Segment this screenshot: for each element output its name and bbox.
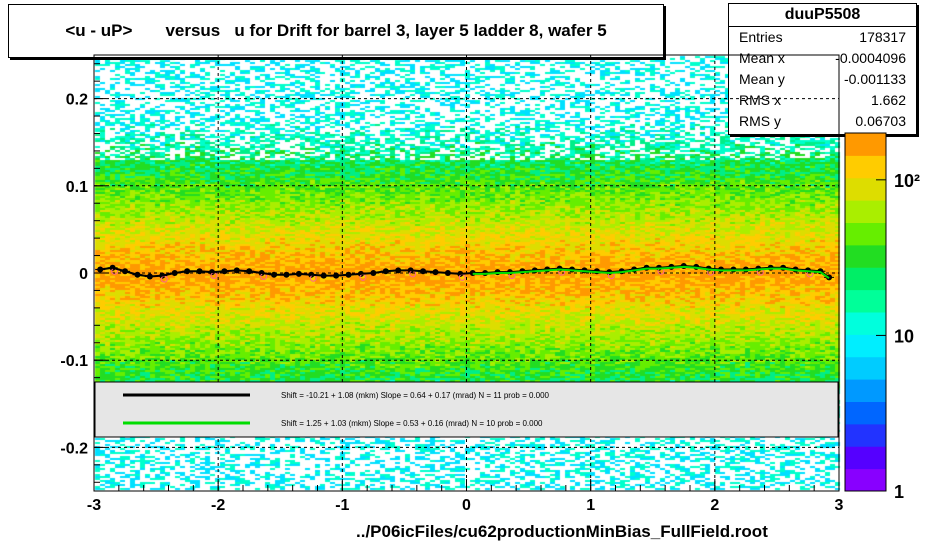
legend-box xyxy=(94,381,839,438)
x-tick-label: -3 xyxy=(87,497,101,514)
stats-value: 0.06703 xyxy=(855,113,906,129)
fit-line-green xyxy=(472,265,830,280)
color-scale-band xyxy=(845,356,886,380)
stats-value: -0.001133 xyxy=(843,71,906,87)
stats-label: Mean y xyxy=(739,71,785,87)
stats-label: Entries xyxy=(739,29,783,45)
plot-title: <u - uP> versus u for Drift for barrel 3… xyxy=(8,4,664,58)
fit-legend: Shift = -10.21 + 1.08 (mkm) Slope = 0.64… xyxy=(94,381,839,438)
x-tick-label: -1 xyxy=(335,497,349,514)
stats-row-rms-x: RMS x 1.662 xyxy=(729,90,916,111)
stats-value: 178317 xyxy=(859,29,906,45)
color-scale-band xyxy=(845,244,886,268)
stats-label: RMS y xyxy=(739,113,781,129)
axes: -3 -2 -1 0 1 2 3 -0.2 -0.1 0 0.1 0.2 xyxy=(60,54,844,514)
stats-row-mean-y: Mean y -0.001133 xyxy=(729,69,916,90)
y-tick-label: 0.2 xyxy=(66,92,88,109)
legend-text: Shift = 1.25 + 1.03 (mkm) Slope = 0.53 +… xyxy=(281,419,543,428)
y-tick-label: -0.1 xyxy=(60,353,88,370)
stats-value: 1.662 xyxy=(870,92,906,108)
stats-label: Mean x xyxy=(739,50,785,66)
x-tick-label: 1 xyxy=(586,497,595,514)
stats-row-mean-x: Mean x -0.0004096 xyxy=(729,48,916,69)
stats-row-rms-y: RMS y 0.06703 xyxy=(729,111,916,132)
color-scale-band xyxy=(845,401,886,425)
stats-value: -0.0004096 xyxy=(835,50,906,66)
color-scale-band xyxy=(845,267,886,291)
footer-filename: ../P06icFiles/cu62productionMinBias_Full… xyxy=(356,522,768,541)
color-scale-band xyxy=(845,289,886,313)
color-scale-band xyxy=(845,133,886,156)
color-scale-label: 10 xyxy=(894,326,914,346)
color-scale-band xyxy=(845,379,886,402)
color-scale-band xyxy=(845,200,886,223)
y-tick-label: 0 xyxy=(79,266,88,283)
color-scale-band xyxy=(845,155,886,179)
color-scale-band xyxy=(845,423,886,447)
color-scale: 1 10 10² xyxy=(844,132,920,502)
color-scale-band xyxy=(845,468,886,492)
y-tick-label: -0.2 xyxy=(60,440,88,457)
color-scale-frame xyxy=(844,132,887,492)
color-scale-band xyxy=(845,222,886,246)
x-tick-label: -2 xyxy=(211,497,225,514)
legend-text: Shift = -10.21 + 1.08 (mkm) Slope = 0.64… xyxy=(281,391,550,400)
color-scale-band xyxy=(845,312,886,335)
color-scale-band xyxy=(845,446,886,470)
color-scale-band xyxy=(845,177,886,201)
x-tick-label: 2 xyxy=(710,497,719,514)
color-scale-band xyxy=(845,334,886,358)
y-tick-label: 0.1 xyxy=(66,179,88,196)
stats-row-entries: Entries 178317 xyxy=(729,27,916,48)
color-scale-label: 10² xyxy=(894,171,920,191)
x-tick-label: 0 xyxy=(462,497,471,514)
x-tick-label: 3 xyxy=(835,497,844,514)
stats-label: RMS x xyxy=(739,92,781,108)
profile-points xyxy=(95,263,835,283)
stats-box: duuP5508 Entries 178317 Mean x -0.000409… xyxy=(728,3,917,135)
color-scale-label: 1 xyxy=(894,482,904,502)
stats-title: duuP5508 xyxy=(729,4,916,27)
